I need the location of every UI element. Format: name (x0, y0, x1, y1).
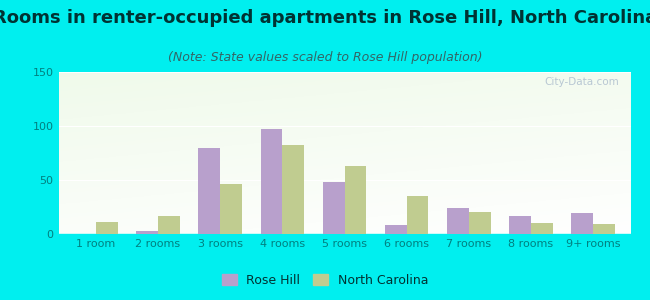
Text: City-Data.com: City-Data.com (544, 77, 619, 87)
Bar (344, 166, 366, 234)
Bar (531, 223, 552, 234)
Bar (282, 146, 304, 234)
Text: Rooms in renter-occupied apartments in Rose Hill, North Carolina: Rooms in renter-occupied apartments in R… (0, 9, 650, 27)
Bar (261, 129, 282, 234)
Bar (96, 222, 118, 234)
Legend: Rose Hill, North Carolina: Rose Hill, North Carolina (218, 270, 432, 291)
Bar (509, 216, 531, 234)
Bar (593, 224, 615, 234)
Bar (220, 184, 242, 234)
Text: (Note: State values scaled to Rose Hill population): (Note: State values scaled to Rose Hill … (168, 51, 482, 64)
Bar (571, 214, 593, 234)
Bar (469, 212, 491, 234)
Bar (323, 182, 345, 234)
Bar (385, 225, 407, 234)
Bar (198, 148, 220, 234)
Bar (447, 208, 469, 234)
Bar (136, 231, 158, 234)
Bar (407, 196, 428, 234)
Bar (158, 216, 180, 234)
